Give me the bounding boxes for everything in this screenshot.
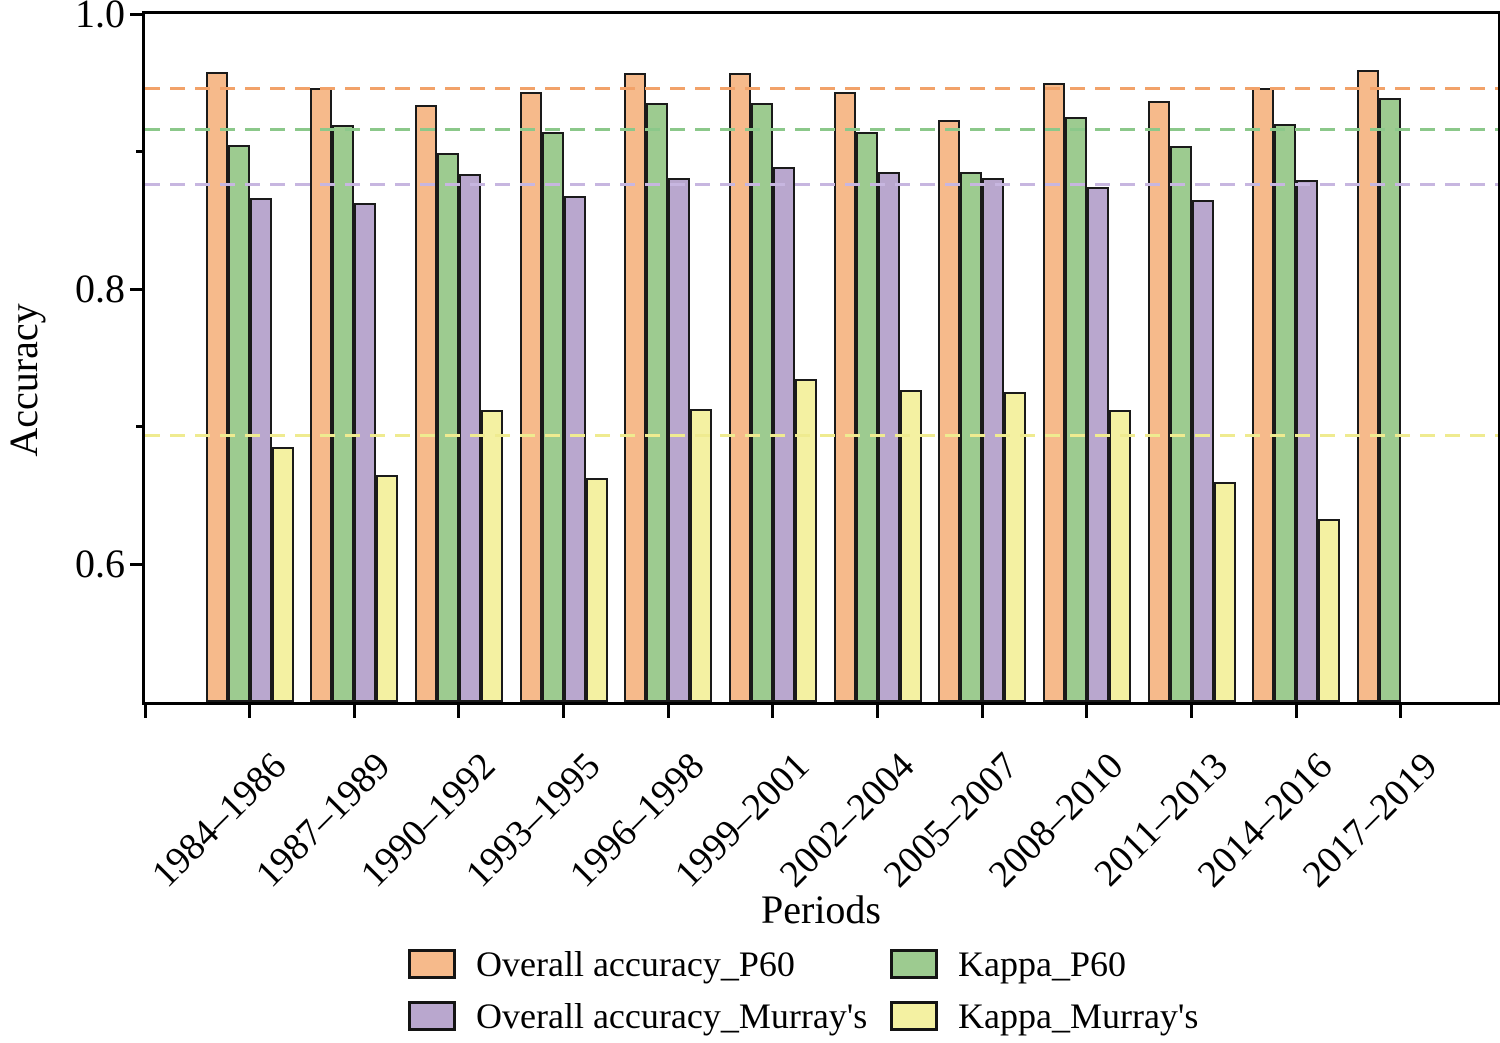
x-tick <box>562 705 566 718</box>
y-tick-label: 0.8 <box>75 266 125 312</box>
bar <box>938 119 961 702</box>
y-tick-minor <box>136 150 145 154</box>
y-axis-title: Accuracy <box>1 303 46 457</box>
bar <box>414 104 437 702</box>
plot-frame <box>142 11 1500 705</box>
bar <box>1169 146 1192 702</box>
x-tick <box>352 705 356 718</box>
bar <box>1378 97 1401 702</box>
bar <box>1108 410 1131 702</box>
bar <box>646 103 669 702</box>
y-tick-major <box>130 287 145 291</box>
bar <box>1042 82 1065 702</box>
x-tick <box>666 705 670 718</box>
y-tick-minor <box>136 425 145 429</box>
bar <box>728 73 751 702</box>
x-tick <box>248 705 251 718</box>
bar <box>1252 88 1275 702</box>
bar <box>436 152 459 702</box>
bar <box>1147 100 1170 702</box>
legend-item: Kappa_Murray's <box>890 994 1198 1038</box>
bar <box>376 474 399 702</box>
y-tick-label: 1.0 <box>75 0 125 36</box>
bar <box>877 172 900 702</box>
bar <box>899 389 922 702</box>
legend-label: Overall accuracy_P60 <box>476 944 795 984</box>
y-tick-major <box>130 562 145 566</box>
bar <box>332 125 355 702</box>
bar <box>1318 518 1341 702</box>
legend-label: Overall accuracy_Murray's <box>476 996 868 1036</box>
bar <box>855 132 878 702</box>
mean-line <box>145 128 1498 132</box>
legend-swatch <box>408 949 456 979</box>
bar <box>794 378 817 702</box>
x-axis-corner-tick <box>143 705 147 718</box>
legend: Overall accuracy_P60 Kappa_P60 Overall acc… <box>408 942 1198 1038</box>
mean-line <box>145 433 1498 437</box>
bar <box>1191 199 1214 702</box>
x-tick <box>1399 705 1403 718</box>
bar <box>458 173 481 702</box>
bar <box>354 202 377 702</box>
legend-item: Overall accuracy_P60 <box>408 942 890 986</box>
x-axis-title: Periods <box>761 887 881 932</box>
bar <box>750 103 773 702</box>
mean-line <box>145 86 1498 90</box>
y-tick-major <box>130 12 145 16</box>
bar <box>1296 180 1319 702</box>
bar <box>1086 187 1109 702</box>
legend-label: Kappa_P60 <box>958 944 1126 984</box>
bar <box>1274 124 1297 702</box>
bar <box>1213 481 1236 702</box>
bar <box>205 71 228 702</box>
legend-item: Overall accuracy_Murray's <box>408 994 890 1038</box>
bar <box>960 172 983 702</box>
bar <box>585 477 608 702</box>
x-tick <box>1085 705 1089 718</box>
legend-label: Kappa_Murray's <box>958 996 1199 1036</box>
bar <box>982 177 1005 702</box>
bar <box>271 447 294 702</box>
bar <box>690 408 713 702</box>
bar <box>249 198 272 702</box>
x-tick <box>1190 705 1194 718</box>
bar <box>1356 70 1379 702</box>
bar <box>1004 392 1027 702</box>
x-tick <box>1294 705 1298 718</box>
bar <box>480 410 503 702</box>
mean-line <box>145 183 1498 187</box>
legend-swatch <box>408 1001 456 1031</box>
y-tick-label: 0.6 <box>75 541 125 587</box>
bar <box>541 132 564 702</box>
bar <box>668 177 691 702</box>
x-tick <box>876 705 880 718</box>
bar <box>227 144 250 702</box>
bar <box>1064 117 1087 702</box>
x-tick <box>980 705 984 718</box>
bar <box>310 88 333 702</box>
x-tick <box>457 705 461 718</box>
bar <box>833 92 856 702</box>
legend-item: Kappa_P60 <box>890 942 1198 986</box>
x-tick <box>771 705 775 718</box>
legend-swatch <box>890 949 938 979</box>
bar <box>563 195 586 702</box>
bar <box>624 73 647 702</box>
legend-swatch <box>890 1001 938 1031</box>
bar <box>519 92 542 702</box>
